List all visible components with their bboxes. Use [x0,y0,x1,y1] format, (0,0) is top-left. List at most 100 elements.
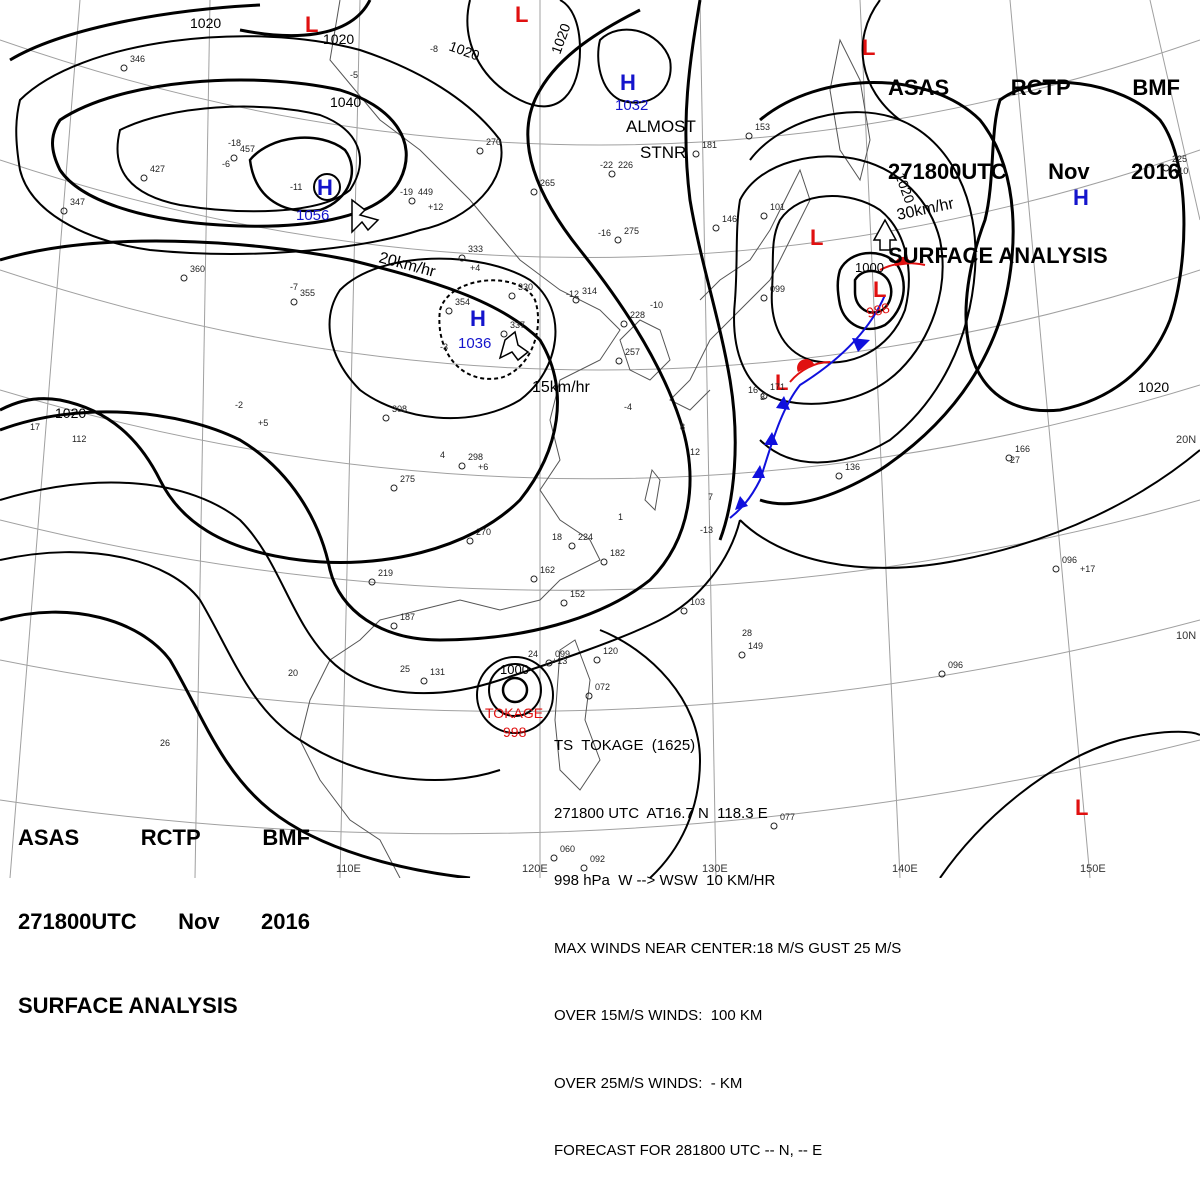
storm-pressure: 998 [503,724,527,740]
storm-name: TOKAGE [485,705,543,721]
station-value: -7 [290,282,298,292]
motion-arrows [351,198,898,362]
station-value: 228 [630,310,645,320]
station-value: 162 [540,565,555,575]
isobar [597,28,672,104]
station-value: 298 [468,452,483,462]
station-value: 4 [440,450,445,460]
station-circle [390,622,398,630]
station-circle [1052,565,1060,573]
high-center-symbol: H [317,175,333,200]
station-value: 153 [755,122,770,132]
isobar-label: 1020 [55,405,86,421]
grid-label: 10N [1176,630,1196,642]
isobar [0,481,741,695]
cold-front-barb [764,432,778,445]
station-value: 275 [400,474,415,484]
station-value: -8 [430,44,438,54]
isobar [488,663,542,717]
isobar [476,656,554,734]
isobar-label: 1000 [500,662,529,677]
station-value: 12 [690,447,700,457]
station-value: -22 [600,160,613,170]
station-value: 333 [468,244,483,254]
grid-label: 120E [522,863,548,875]
station-circle [1162,164,1170,172]
station-value: 25 [400,664,410,674]
station-value: 18 [552,532,562,542]
fronts [729,256,926,519]
header-title: SURFACE ANALYSIS [18,993,238,1018]
motion-label: ALMOST [626,117,696,136]
isobar-label: 1020 [190,15,221,31]
high-center-symbol: H [1073,185,1089,210]
station-circle [615,357,623,365]
cold-front-barb [735,496,748,510]
station-circle [568,542,576,550]
station-circle [408,197,416,205]
station-circle [500,330,508,338]
header-agency: ASAS [888,75,950,100]
meridian-line [1149,0,1200,221]
isobar-label: 1020 [1138,379,1169,395]
station-circle [770,822,778,830]
cold-front [729,294,886,519]
cold-front-barb [752,465,765,478]
storm-info-line: 271800 UTC AT16.7 N 118.3 E [554,804,768,822]
station-circle [180,274,188,282]
station-value: 275 [624,226,639,236]
station-circle [745,132,753,140]
station-value: 060 [560,844,575,854]
meridian-line [9,0,81,878]
isobars [0,0,1200,878]
station-value: -3 [440,342,448,352]
station-value: 354 [455,297,470,307]
station-value: 152 [570,589,585,599]
station-value: 099 [770,284,785,294]
low-center-symbol: L [1075,795,1088,820]
station-circle [560,599,568,607]
isobar [0,8,692,642]
tropical-storm: TOKAGE 998 [485,676,543,740]
station-value: -19 [400,187,413,197]
station-circle [466,537,474,545]
isobar [739,449,1200,569]
station-value: 17 [30,422,40,432]
station-value: 265 [540,178,555,188]
station-circle [458,254,466,262]
parallel-line [0,619,1200,712]
station-value: +4 [470,263,480,273]
station-value: 226 [618,160,633,170]
motion-arrow [498,330,530,362]
station-circle [420,677,428,685]
station-value: 1 [618,512,623,522]
station-value: 112 [72,434,86,444]
header-line-2: 271800UTC Nov 2016 [888,158,1180,186]
station-value: 337 [510,320,525,330]
station-circle [445,307,453,315]
header-time: 271800UTC [18,909,137,934]
motion-arrow [351,198,380,234]
low-center-symbol: L [862,35,875,60]
station-circle [760,294,768,302]
station-value: 099 [555,649,570,659]
storm-info-line: OVER 15M/S WINDS: 100 KM [554,1007,763,1024]
station-value: 257 [625,347,640,357]
storm-info-line: TS TOKAGE (1625) [554,737,696,754]
station-value: +17 [1080,564,1095,574]
header-code: BMF [262,825,310,850]
isobar [466,0,582,108]
header-year: 2016 [1131,159,1180,184]
station-value: 27 [1010,455,1020,465]
coastline-taiwan [644,468,661,512]
station-value: 16 [748,385,758,395]
station-circle [508,292,516,300]
parallel-line [0,149,1200,258]
storm-info-block: TS TOKAGE (1625) 271800 UTC AT16.7 N 118… [554,690,901,1185]
station-value: 270 [476,527,491,537]
station-value: 131 [430,667,445,677]
isobar [759,81,1015,506]
isobar [861,0,901,121]
isobar [599,629,702,878]
coastline-korea [619,319,671,381]
